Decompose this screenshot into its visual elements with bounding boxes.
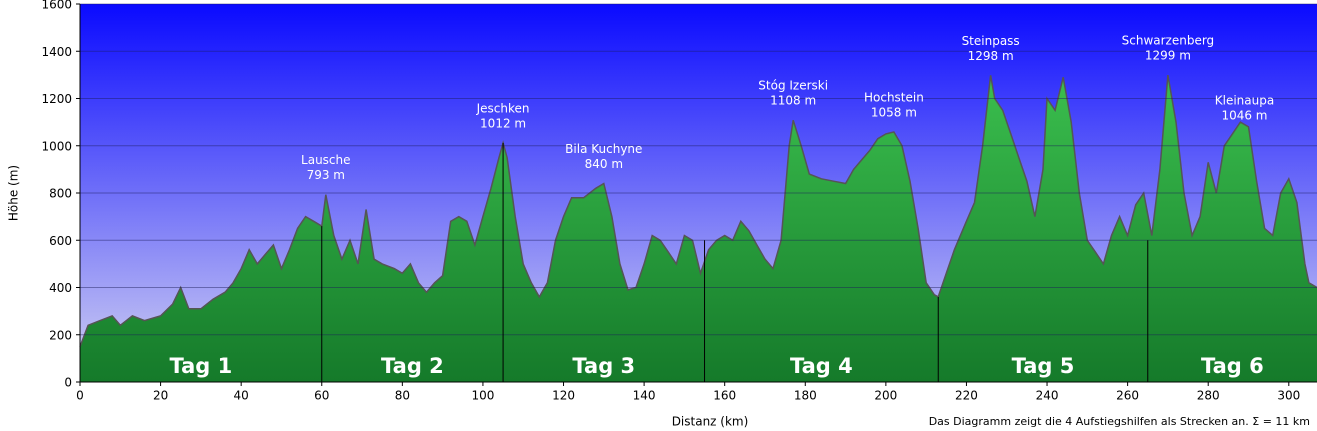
x-tick-label: 100 xyxy=(471,389,494,403)
day-label: Tag 1 xyxy=(170,354,233,378)
x-tick-label: 120 xyxy=(552,389,575,403)
x-tick-label: 80 xyxy=(395,389,410,403)
peak-elevation: 1012 m xyxy=(480,116,526,130)
y-tick-label: 0 xyxy=(64,376,72,390)
peak-name: Steinpass xyxy=(962,34,1020,48)
peak-elevation: 1046 m xyxy=(1221,108,1267,122)
x-tick-label: 180 xyxy=(794,389,817,403)
footnote: Das Diagramm zeigt die 4 Aufstiegshilfen… xyxy=(929,415,1310,428)
day-label: Tag 3 xyxy=(572,354,635,378)
peak-name: Stóg Izerski xyxy=(758,79,828,93)
elevation-line xyxy=(79,74,1317,347)
y-axis-label: Höhe (m) xyxy=(7,165,21,221)
peak-elevation: 1299 m xyxy=(1145,49,1191,63)
x-tick-label: 0 xyxy=(76,389,84,403)
x-tick-label: 280 xyxy=(1197,389,1220,403)
day-label: Tag 6 xyxy=(1201,354,1264,378)
peak-name: Jeschken xyxy=(476,101,530,115)
y-tick-label: 800 xyxy=(49,187,72,201)
elevation-area xyxy=(80,75,1317,382)
y-tick-label: 1000 xyxy=(41,139,72,153)
x-axis-label: Distanz (km) xyxy=(672,415,749,429)
peak-name: Bila Kuchyne xyxy=(565,142,642,156)
peak-elevation: 840 m xyxy=(585,157,623,171)
y-tick-label: 1400 xyxy=(41,45,72,59)
x-tick-label: 260 xyxy=(1116,389,1139,403)
y-tick-label: 600 xyxy=(49,234,72,248)
peak-elevation: 1298 m xyxy=(968,49,1014,63)
peak-elevation: 793 m xyxy=(307,168,345,182)
peak-elevation: 1058 m xyxy=(871,106,917,120)
x-tick-label: 20 xyxy=(153,389,168,403)
day-label: Tag 2 xyxy=(381,354,444,378)
day-label: Tag 5 xyxy=(1012,354,1075,378)
x-tick-label: 60 xyxy=(314,389,329,403)
day-label: Tag 4 xyxy=(790,354,853,378)
x-tick-label: 140 xyxy=(633,389,656,403)
peak-elevation: 1108 m xyxy=(770,94,816,108)
x-tick-label: 220 xyxy=(955,389,978,403)
y-tick-label: 1200 xyxy=(41,92,72,106)
x-tick-label: 40 xyxy=(234,389,249,403)
peak-name: Kleinaupa xyxy=(1215,93,1274,107)
y-tick-label: 400 xyxy=(49,281,72,295)
x-tick-label: 200 xyxy=(874,389,897,403)
x-tick-label: 160 xyxy=(713,389,736,403)
y-tick-label: 1600 xyxy=(41,0,72,12)
peak-name: Hochstein xyxy=(864,91,924,105)
peak-name: Schwarzenberg xyxy=(1122,34,1215,48)
x-tick-label: 300 xyxy=(1277,389,1300,403)
peak-name: Lausche xyxy=(301,153,350,167)
y-tick-label: 200 xyxy=(49,328,72,342)
x-tick-label: 240 xyxy=(1036,389,1059,403)
